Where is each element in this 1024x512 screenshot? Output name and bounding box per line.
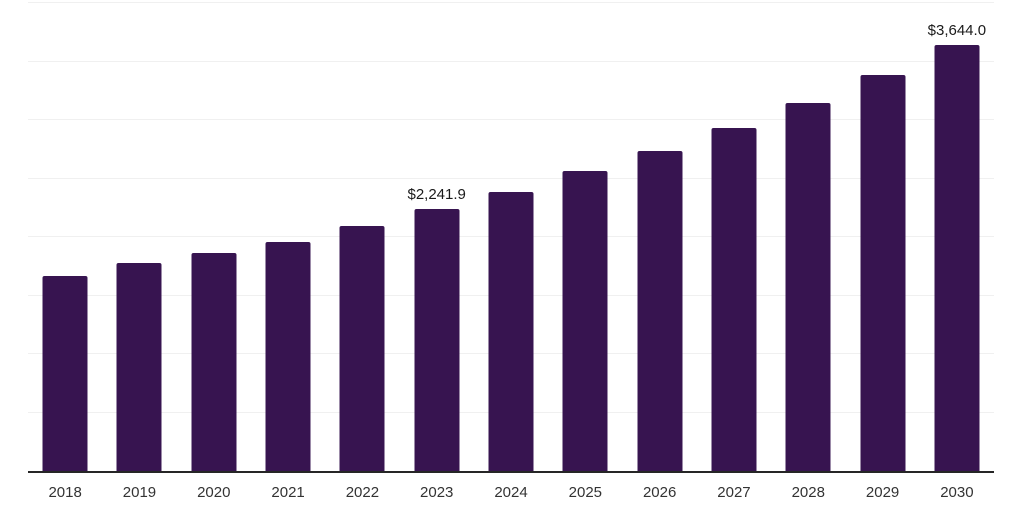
gridline (28, 177, 994, 179)
bar-value-label-2030: $3,644.0 (927, 21, 987, 39)
x-tick-label-2019: 2019 (122, 484, 157, 501)
bar-2028 (785, 102, 831, 471)
x-tick-label-2026: 2026 (642, 484, 677, 501)
gridline (28, 60, 994, 62)
gridline (28, 119, 994, 120)
bar-2026 (637, 150, 683, 471)
x-tick-label-2025: 2025 (568, 484, 603, 501)
x-tick-label-2029: 2029 (865, 484, 900, 501)
x-tick-label-2030: 2030 (940, 484, 974, 501)
bar-2025 (562, 171, 608, 471)
gridline (28, 2, 994, 3)
bar-2023 (414, 208, 460, 471)
bar-2029 (860, 75, 906, 471)
x-tick-label-2024: 2024 (494, 484, 528, 501)
bar-2022 (339, 225, 385, 471)
bar-2030 (934, 44, 980, 471)
bar-value-label-2023: $2,241.9 (407, 185, 466, 203)
x-tick-label-2020: 2020 (197, 484, 231, 501)
bar-2027 (711, 127, 757, 471)
bar-2021 (265, 241, 311, 471)
x-tick-label-2021: 2021 (271, 484, 305, 501)
bar-2020 (191, 252, 237, 471)
bar-2018 (42, 275, 88, 471)
x-axis: 2018 2019 2020 2021 2022 2023 2024 2025 2026 2027… (28, 481, 994, 505)
x-tick-label-2018: 2018 (48, 484, 82, 501)
x-tick-label-2022: 2022 (345, 484, 380, 501)
x-tick-label-2027: 2027 (717, 484, 751, 501)
plot-area: $2,241.9 $3,644.0 (28, 2, 994, 473)
x-tick-label-2028: 2028 (791, 484, 825, 501)
bar-2019 (116, 263, 162, 471)
x-tick-label-2023: 2023 (420, 484, 454, 501)
bar-2024 (488, 191, 534, 471)
